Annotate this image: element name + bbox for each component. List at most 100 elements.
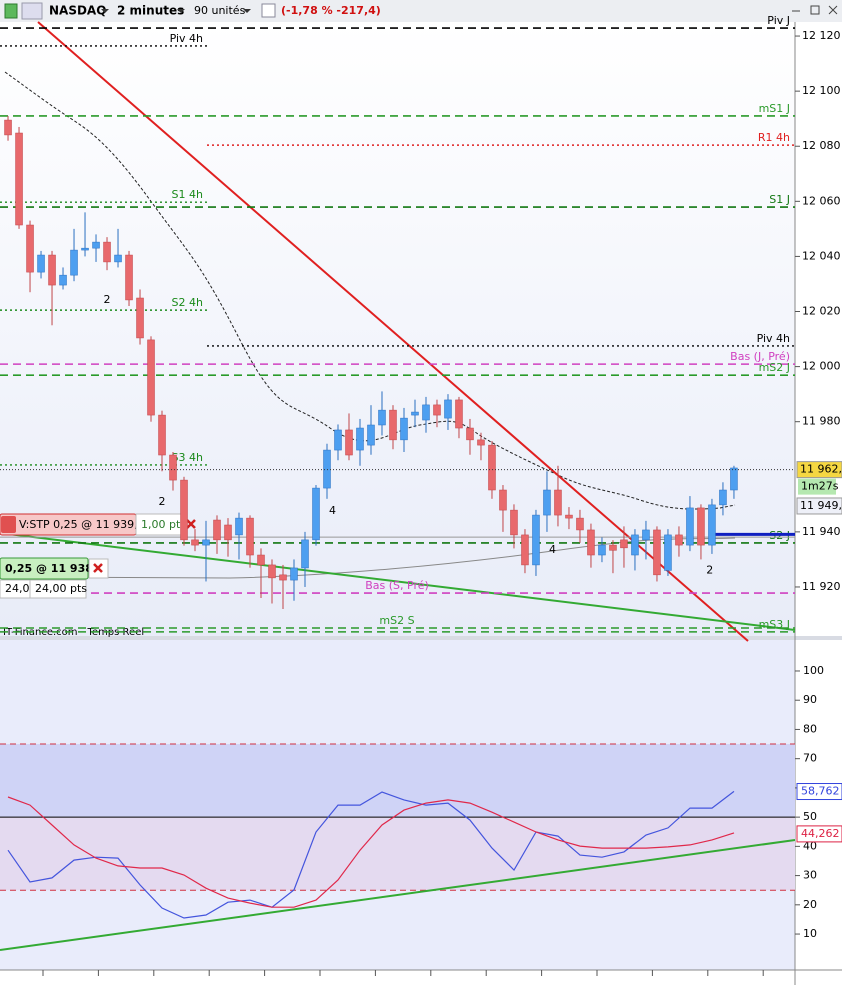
pts-text: 24,00 pts [35, 582, 87, 595]
candle-body [37, 254, 45, 273]
candle-body [70, 249, 78, 276]
y-tick-label: 12 020 [802, 305, 841, 318]
info-icon[interactable] [261, 3, 276, 18]
candle-body [433, 404, 441, 416]
signal-count: 2 [159, 495, 166, 508]
candle-body [169, 454, 177, 481]
candle-body [59, 274, 67, 286]
candle-body [136, 297, 144, 339]
rsi-zone-upper [0, 744, 795, 818]
position-box [0, 557, 89, 580]
candle-body [675, 534, 683, 546]
close-position[interactable] [93, 563, 103, 573]
candle-body [631, 534, 639, 556]
candle-body [499, 489, 507, 511]
trend-line[interactable] [37, 21, 749, 642]
y-tick-label: 12 000 [802, 360, 841, 373]
y-tick-label: 90 [803, 693, 817, 706]
units[interactable]: 90 unités [194, 4, 246, 17]
close[interactable] [828, 5, 838, 15]
candle-body [488, 444, 496, 491]
y-tick-label: 20 [803, 898, 817, 911]
candle-body [400, 417, 408, 441]
signal-count: 4 [329, 504, 336, 517]
level-label: mS2 J [759, 361, 790, 374]
candle-body [48, 254, 56, 286]
y-tick-label: 80 [803, 722, 817, 735]
candle-body [708, 504, 716, 546]
level-label: S2 4h [172, 296, 203, 309]
position-text: 0,25 @ 11 938,1 [5, 562, 105, 575]
candle-body [235, 517, 243, 536]
candle-body [92, 241, 100, 249]
level-label: Piv 4h [757, 332, 790, 345]
candle-body [103, 241, 111, 263]
y-tick-label: 50 [803, 810, 817, 823]
candle-body [246, 517, 254, 556]
y-tick-label: 12 080 [802, 139, 841, 152]
y-tick-label: 30 [803, 869, 817, 882]
level-label: Bas (J, Pré) [730, 350, 790, 363]
maximize[interactable] [810, 5, 820, 15]
candle-body [664, 534, 672, 571]
trend-line[interactable] [0, 839, 796, 951]
candle-body [444, 399, 452, 419]
signal-count: 4 [549, 543, 556, 556]
level-label: S3 4h [172, 451, 203, 464]
candle-body [411, 411, 419, 416]
candle-body [180, 479, 188, 541]
candle-body [158, 414, 166, 456]
candle-body [312, 487, 320, 541]
level-label: S1 4h [172, 188, 203, 201]
level-label: S1 J [769, 193, 790, 206]
order-text: V:STP 0,25 @ 11 939,1 [19, 518, 145, 531]
dropdown[interactable] [243, 9, 251, 13]
level-label: mS2 S [379, 614, 414, 627]
candle-body [356, 427, 364, 451]
candle-body [290, 567, 298, 581]
value-tag-label: 58,762 [801, 785, 840, 798]
chart-icon[interactable] [21, 2, 43, 20]
candle-body [345, 429, 353, 456]
candle-body [477, 439, 485, 446]
y-tick-label: 12 040 [802, 249, 841, 262]
candle-body [466, 427, 474, 441]
candle-body [191, 539, 199, 546]
price-tag-label: 11 949,4 [800, 499, 842, 512]
candle-body [81, 247, 89, 251]
candle-body [367, 424, 375, 446]
y-tick-label: 12 120 [802, 29, 841, 42]
drag-handle[interactable] [1, 516, 16, 533]
cancel-order[interactable] [186, 519, 196, 529]
candle-body [620, 539, 628, 549]
candle-body [730, 467, 738, 491]
trend-line[interactable] [0, 532, 796, 631]
candle-body [587, 529, 595, 556]
candle-body [565, 514, 573, 519]
candle-body [389, 409, 397, 441]
interval[interactable]: 2 minutes [117, 4, 184, 18]
candle-body [378, 409, 386, 426]
signal-count: 2 [104, 293, 111, 306]
candle-body [598, 544, 606, 556]
dropdown[interactable] [101, 9, 109, 13]
value-tag-label: 44,262 [801, 827, 840, 840]
y-tick-label: 11 920 [802, 580, 841, 593]
candle-body [532, 514, 540, 566]
candle-body [455, 399, 463, 429]
candle-body [422, 404, 430, 421]
candle-body [224, 524, 232, 541]
change: (-1,78 % -217,4) [281, 4, 381, 17]
candle-body [642, 529, 650, 541]
rsi-line [7, 790, 735, 919]
candle-body [543, 489, 551, 516]
level-label: R1 4h [758, 131, 790, 144]
dropdown[interactable] [177, 9, 185, 13]
candle-body [521, 534, 529, 566]
candle-body [26, 224, 34, 273]
symbol[interactable]: NASDAQ [49, 4, 106, 18]
level-label: mS1 J [759, 102, 790, 115]
level-label: Piv 4h [170, 32, 203, 45]
candle-body [609, 544, 617, 551]
